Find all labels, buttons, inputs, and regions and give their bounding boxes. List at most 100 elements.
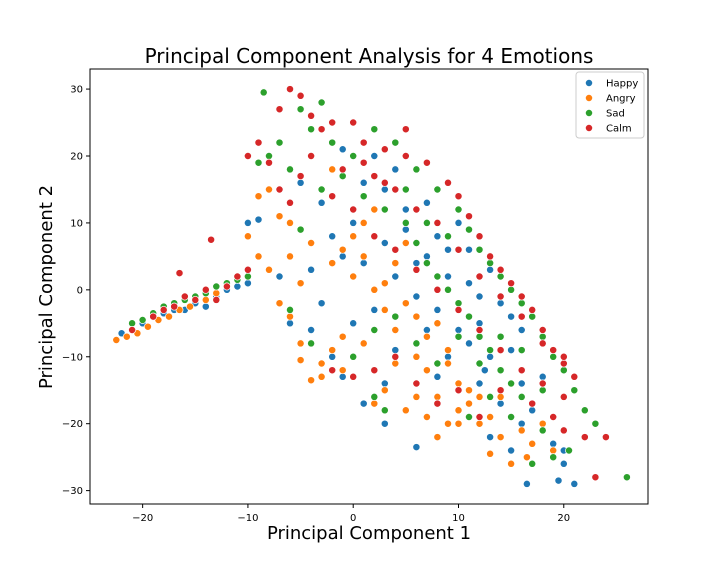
data-point-sad — [391, 312, 400, 321]
data-point-angry — [433, 392, 442, 401]
data-point-angry — [475, 392, 484, 401]
points-layer — [112, 85, 631, 488]
data-point-angry — [401, 239, 410, 247]
data-point-happy — [422, 252, 431, 261]
data-point-happy — [412, 259, 421, 268]
data-point-angry — [401, 406, 410, 415]
data-point-sad — [259, 88, 268, 97]
data-point-happy — [507, 312, 516, 321]
data-point-happy — [359, 178, 368, 187]
data-point-calm — [370, 172, 379, 181]
data-point-angry — [112, 336, 121, 344]
data-point-angry — [296, 356, 305, 365]
data-point-sad — [565, 446, 573, 455]
data-point-angry — [359, 218, 368, 227]
data-point-calm — [370, 366, 379, 375]
data-point-angry — [391, 259, 400, 268]
data-point-angry — [286, 252, 294, 261]
legend: Happy Angry Sad Calm — [575, 71, 645, 139]
data-point-happy — [338, 372, 347, 381]
data-point-sad — [496, 366, 505, 375]
data-point-calm — [496, 346, 505, 355]
chart-title: Principal Component Analysis for 4 Emoti… — [145, 44, 594, 68]
data-point-calm — [475, 272, 484, 281]
data-point-calm — [507, 279, 516, 288]
data-point-calm — [275, 105, 284, 114]
data-point-happy — [380, 239, 389, 247]
data-point-sad — [465, 225, 473, 234]
data-point-happy — [275, 272, 284, 281]
data-point-angry — [275, 212, 284, 221]
data-point-angry — [401, 299, 410, 308]
data-point-sad — [328, 138, 337, 147]
data-point-angry — [265, 185, 273, 194]
data-point-calm — [580, 433, 589, 442]
data-point-angry — [391, 326, 400, 334]
data-point-sad — [349, 352, 358, 361]
data-point-angry — [454, 419, 463, 428]
legend-marker-happy — [585, 79, 593, 87]
x-tick-label: −20 — [132, 513, 153, 524]
data-point-sad — [265, 152, 273, 160]
data-point-calm — [243, 152, 252, 160]
data-point-sad — [275, 138, 284, 147]
data-point-calm — [380, 145, 389, 154]
data-point-sad — [591, 419, 600, 428]
data-point-calm — [349, 118, 358, 127]
x-tick-label: −10 — [237, 513, 258, 524]
data-point-happy — [433, 372, 442, 381]
data-point-happy — [233, 282, 242, 291]
data-point-angry — [212, 289, 221, 298]
legend-box — [575, 71, 645, 139]
data-point-sad — [401, 185, 410, 194]
data-point-sad — [138, 316, 147, 324]
data-point-happy — [243, 279, 252, 288]
data-point-sad — [517, 346, 526, 355]
data-point-angry — [538, 419, 547, 428]
data-point-happy — [475, 379, 484, 388]
data-point-sad — [475, 359, 484, 368]
data-point-angry — [422, 413, 431, 421]
data-point-sad — [286, 305, 294, 314]
data-point-sad — [296, 225, 305, 234]
data-point-happy — [328, 352, 337, 361]
data-point-angry — [328, 259, 337, 268]
data-point-happy — [359, 399, 368, 408]
data-point-angry — [444, 346, 452, 355]
data-point-sad — [486, 392, 495, 401]
data-point-sad — [317, 185, 326, 194]
x-axis-ticks: −20 −10 0 10 20 — [132, 504, 570, 524]
data-point-calm — [454, 305, 463, 314]
data-point-sad — [433, 272, 442, 281]
data-point-calm — [496, 292, 505, 301]
data-point-happy — [380, 419, 389, 428]
y-axis-label: Principal Component 2 — [36, 185, 57, 389]
data-point-sad — [370, 125, 379, 134]
data-point-happy — [486, 433, 495, 442]
data-point-angry — [243, 232, 252, 241]
data-point-angry — [317, 372, 326, 381]
data-point-calm — [465, 212, 473, 221]
data-point-sad — [422, 259, 431, 268]
data-point-calm — [296, 91, 305, 100]
data-point-calm — [191, 295, 200, 304]
data-point-calm — [338, 165, 347, 174]
data-point-calm — [517, 292, 526, 301]
data-point-sad — [528, 459, 537, 468]
data-point-sad — [444, 232, 452, 241]
y-tick-label: 30 — [70, 85, 83, 96]
data-point-sad — [465, 312, 473, 321]
data-point-happy — [328, 232, 337, 241]
data-point-calm — [391, 352, 400, 361]
data-point-calm — [422, 158, 431, 167]
data-point-happy — [475, 319, 484, 328]
data-point-happy — [454, 326, 463, 334]
data-point-angry — [475, 419, 484, 428]
data-point-sad — [549, 352, 558, 361]
data-point-happy — [391, 165, 400, 174]
data-point-sad — [401, 218, 410, 227]
data-point-angry — [507, 459, 516, 468]
data-point-calm — [391, 185, 400, 194]
data-point-calm — [538, 326, 547, 334]
